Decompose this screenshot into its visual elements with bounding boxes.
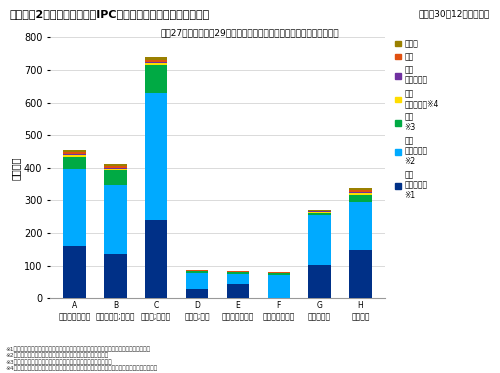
Bar	[350, 192, 372, 193]
Text: （平成30年12月末時点）: （平成30年12月末時点）	[419, 9, 490, 18]
Bar	[226, 284, 249, 298]
Bar	[268, 275, 290, 298]
Bar	[350, 202, 372, 250]
Bar	[104, 164, 126, 166]
Bar	[308, 211, 331, 212]
Bar	[350, 188, 372, 190]
Bar	[104, 254, 126, 298]
Bar	[145, 65, 168, 93]
Bar	[350, 190, 372, 192]
Bar	[64, 157, 86, 169]
Bar	[64, 156, 86, 157]
Bar	[64, 246, 86, 298]
Bar	[104, 185, 126, 254]
Bar	[308, 215, 331, 265]
Bar	[350, 193, 372, 195]
Bar	[350, 250, 372, 298]
Text: 平成27年４月〜平成29年９月までに異議申立がされた事件の審理結果: 平成27年４月〜平成29年９月までに異議申立がされた事件の審理結果	[160, 28, 340, 37]
Bar	[145, 60, 168, 62]
Bar	[145, 93, 168, 220]
Bar	[226, 272, 249, 274]
Bar	[145, 63, 168, 65]
Bar	[308, 212, 331, 213]
Bar	[145, 220, 168, 298]
Bar	[104, 166, 126, 167]
Bar	[186, 273, 208, 289]
Bar	[308, 210, 331, 211]
Bar	[350, 195, 372, 202]
Bar	[104, 170, 126, 185]
Bar	[308, 265, 331, 298]
Bar	[308, 213, 331, 215]
Bar	[64, 169, 86, 246]
Text: 【グラフ2】特許異議申立のIPC分類のセクション毎の審理結果: 【グラフ2】特許異議申立のIPC分類のセクション毎の審理結果	[10, 9, 210, 19]
Bar	[145, 62, 168, 63]
Text: ※1　訂正されることなく又は訂正が認められず、特件がそのままの形で維持されたもの。
※2　訂正が全て又は一部認められて、特件が維持されたもの。
※3　異議申立の: ※1 訂正されることなく又は訂正が認められず、特件がそのままの形で維持されたもの…	[5, 346, 157, 371]
Y-axis label: ［件数］: ［件数］	[11, 156, 21, 180]
Legend: 審理中, 収下, 却下
（訂正無）, 却下
（訂正有）※4, 取消
※3, 維持
（訂正有）
※2, 維持
（訂正無）
※1: 審理中, 収下, 却下 （訂正無）, 却下 （訂正有）※4, 取消 ※3, 維持…	[392, 36, 442, 203]
Bar	[104, 169, 126, 170]
Bar	[64, 151, 86, 154]
Bar	[226, 274, 249, 284]
Bar	[268, 273, 290, 275]
Bar	[186, 289, 208, 298]
Bar	[64, 150, 86, 151]
Bar	[145, 57, 168, 60]
Bar	[104, 167, 126, 169]
Bar	[64, 154, 86, 156]
Bar	[186, 271, 208, 273]
